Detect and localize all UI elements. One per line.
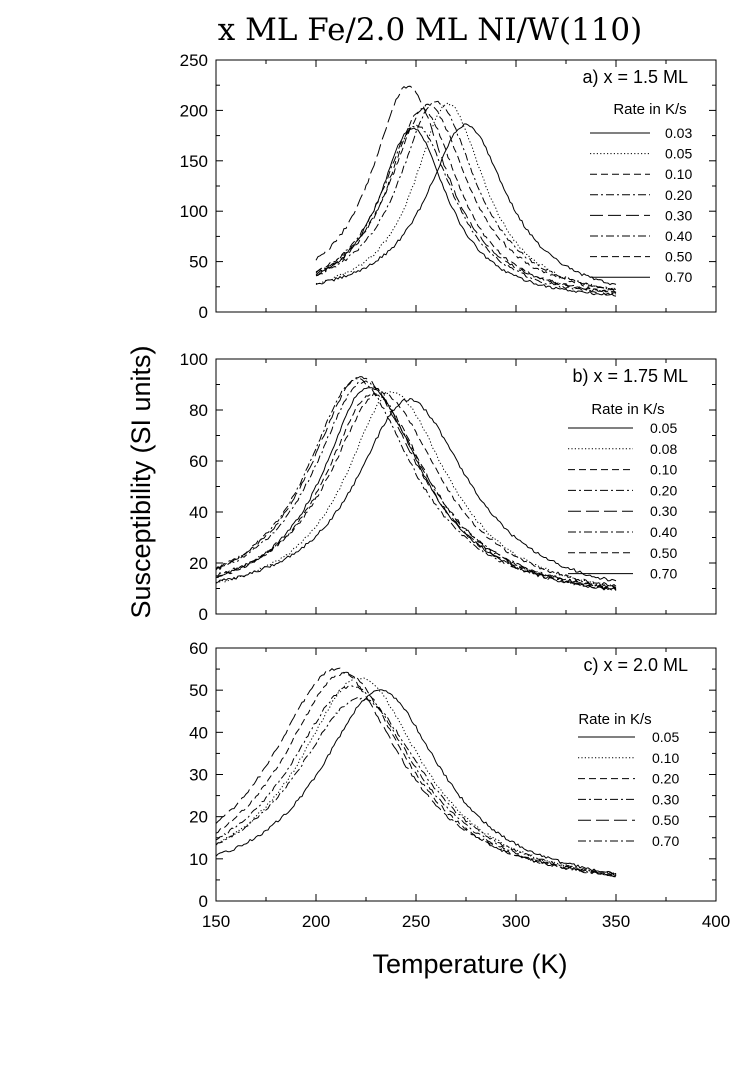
legend-label-0.70: 0.70 (652, 833, 679, 849)
legend-label-0.20: 0.20 (652, 771, 679, 787)
chart-panel-1: 0 50 100 150 200 250 a) x = 1.5 ML Rate in K/s 0… (180, 51, 717, 322)
legend-label-0.05: 0.05 (650, 420, 677, 436)
series-line-0.70 (216, 397, 617, 583)
legend-label-0.30: 0.30 (652, 791, 679, 807)
legend-label-0.50: 0.50 (652, 812, 679, 828)
legend-label-0.30: 0.30 (665, 207, 692, 223)
y-tick-label: 200 (180, 101, 208, 120)
panel-label: b) x = 1.75 ML (572, 366, 688, 386)
y-tick-label: 50 (189, 681, 208, 700)
x-tick-label: 350 (602, 912, 630, 931)
y-tick-label: 20 (189, 554, 208, 573)
legend-label-0.40: 0.40 (650, 524, 677, 540)
y-tick-label: 30 (189, 766, 208, 785)
legend-label-0.10: 0.10 (665, 166, 692, 182)
plot-frame (215, 647, 717, 902)
y-tick-label: 0 (199, 303, 208, 322)
legend-label-0.10: 0.10 (650, 462, 677, 478)
y-axis-title: Susceptibility (SI units) (126, 345, 156, 618)
panel-label: a) x = 1.5 ML (582, 67, 688, 87)
legend-title: Rate in K/s (578, 711, 651, 728)
series-line-0.70 (216, 696, 617, 876)
legend-label-0.20: 0.20 (650, 482, 677, 498)
y-tick-label: 150 (180, 152, 208, 171)
y-tick-label: 50 (189, 253, 208, 272)
panel-label: c) x = 2.0 ML (583, 655, 688, 675)
x-tick-label: 200 (302, 912, 330, 931)
legend-label-0.10: 0.10 (652, 750, 679, 766)
series-line-0.30 (216, 376, 617, 589)
y-tick-label: 0 (199, 892, 208, 911)
legend-title: Rate in K/s (613, 101, 686, 118)
y-tick-label: 60 (189, 639, 208, 658)
plot-frame (215, 59, 717, 313)
y-tick-label: 10 (189, 850, 208, 869)
legend-label-0.03: 0.03 (665, 125, 692, 141)
legend-title: Rate in K/s (591, 401, 664, 418)
legend-label-0.70: 0.70 (665, 269, 692, 285)
series-line-0.10 (216, 393, 617, 591)
legend-label-0.50: 0.50 (650, 545, 677, 561)
x-axis-title: Temperature (K) (372, 949, 567, 979)
legend-label-0.50: 0.50 (665, 249, 692, 265)
y-tick-label: 80 (189, 401, 208, 420)
series-line-0.10 (315, 108, 617, 295)
series-line-0.70 (315, 123, 617, 286)
y-tick-label: 40 (189, 503, 208, 522)
series-line-0.05 (216, 387, 617, 591)
figure-title: x ML Fe/2.0 ML NI/W(110) (218, 12, 643, 48)
x-tick-label: 400 (702, 912, 730, 931)
x-tick-label: 250 (402, 912, 430, 931)
series-line-0.20 (216, 378, 617, 591)
legend-label-0.08: 0.08 (650, 441, 677, 457)
y-tick-label: 250 (180, 51, 208, 70)
series-line-0.50 (315, 103, 617, 292)
series-line-0.30 (315, 85, 617, 293)
y-tick-label: 20 (189, 808, 208, 827)
chart-panel-2: 0 20 40 60 80 100 b) x = 1.75 ML Rate in K/s 0.0… (180, 350, 717, 624)
series-line-0.10 (216, 677, 617, 877)
legend-label-0.05: 0.05 (665, 146, 692, 162)
legend-label-0.20: 0.20 (665, 187, 692, 203)
legend-label-0.05: 0.05 (652, 729, 679, 745)
series-line-0.20 (216, 672, 617, 878)
series-line-0.05 (216, 689, 617, 875)
y-tick-label: 60 (189, 452, 208, 471)
chart-panel-3: 0 10 20 30 40 50 60 150 200 250 300 350 400 c) x = 2.… (189, 639, 730, 931)
y-tick-label: 40 (189, 723, 208, 742)
y-tick-label: 100 (180, 350, 208, 369)
series-line-0.03 (315, 127, 617, 297)
legend-label-0.70: 0.70 (650, 566, 677, 582)
x-tick-label: 300 (502, 912, 530, 931)
series-line-0.08 (216, 391, 617, 588)
series-line-0.30 (216, 685, 617, 878)
y-tick-label: 0 (199, 605, 208, 624)
series-line-0.50 (216, 667, 617, 878)
y-tick-label: 100 (180, 202, 208, 221)
plot-frame (215, 358, 717, 615)
legend-label-0.40: 0.40 (665, 228, 692, 244)
series-line-0.40 (315, 100, 616, 291)
series-line-0.50 (216, 391, 617, 587)
series-line-0.05 (315, 102, 617, 291)
x-tick-label: 150 (202, 912, 230, 931)
series-line-0.40 (216, 380, 617, 590)
series-line-0.20 (315, 123, 617, 296)
legend-label-0.30: 0.30 (650, 503, 677, 519)
